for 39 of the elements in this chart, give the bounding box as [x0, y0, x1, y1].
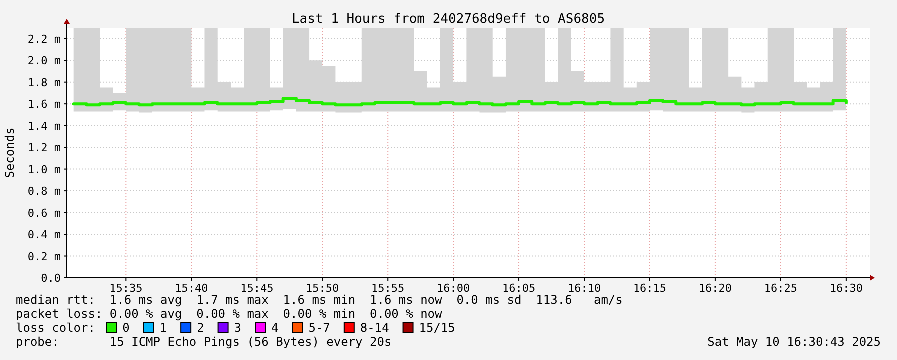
x-tick-label: 16:00 [437, 282, 470, 295]
y-tick-label: 0.0 [41, 272, 61, 285]
y-axis-title: Seconds [3, 128, 17, 178]
text: packet loss: 0.00 % avg 0.00 % max 0.00 % min 0.00 % now [16, 307, 444, 321]
x-tick-label: 15:35 [110, 282, 143, 295]
x-tick-label: 16:25 [764, 282, 798, 295]
x-tick-label: 15:50 [306, 282, 340, 295]
x-tick-label: 15:45 [240, 282, 274, 295]
y-tick-label: 0.4 m [28, 228, 62, 242]
text: median rtt: 1.6 ms avg 1.7 ms max 1.6 ms min 1.6 ms now 0.0 ms sd 113.6 am/s [16, 293, 623, 307]
x-tick-label: 16:20 [698, 282, 732, 295]
x-tick-label: 16:15 [633, 282, 667, 295]
legend-label: 15/15 [419, 321, 456, 335]
legend-label: 2 [197, 321, 204, 335]
y-tick-label: 1.8 m [28, 76, 62, 90]
text: probe: 15 ICMP Echo Pings (56 Bytes) every 20s [16, 335, 392, 349]
y-tick-label: 1.4 m [28, 120, 62, 133]
legend-label: 8-14 [360, 321, 390, 335]
chart-title: Last 1 Hours from 2402768d9eff to AS6805 [292, 12, 606, 27]
legend-label: 1 [160, 321, 168, 335]
y-tick-label: 2.0 m [28, 54, 62, 68]
x-tick-label: 15:40 [175, 282, 208, 295]
y-tick-label: 1.0 m [28, 163, 62, 176]
x-tick-label: 16:30 [830, 282, 863, 295]
legend-title: loss color: [16, 321, 96, 335]
y-tick-label: 1.2 m [28, 142, 62, 155]
y-tick-label: 0.8 m [28, 185, 62, 198]
x-tick-label: 16:10 [568, 282, 602, 295]
text: Sat May 10 16:30:43 2025 [708, 335, 881, 349]
legend-label: 3 [234, 321, 242, 335]
y-tick-label: 0.2 m [28, 250, 62, 264]
y-tick-label: 0.6 m [28, 206, 62, 220]
legend-label: 5-7 [308, 321, 330, 335]
y-tick-label: 2.2 m [28, 32, 62, 46]
y-tick-label: 1.6 m [28, 98, 62, 112]
legend-label: 0 [122, 321, 130, 335]
x-tick-label: 16:05 [502, 282, 536, 295]
x-tick-label: 15:55 [372, 282, 405, 295]
legend-label: 4 [272, 321, 279, 335]
